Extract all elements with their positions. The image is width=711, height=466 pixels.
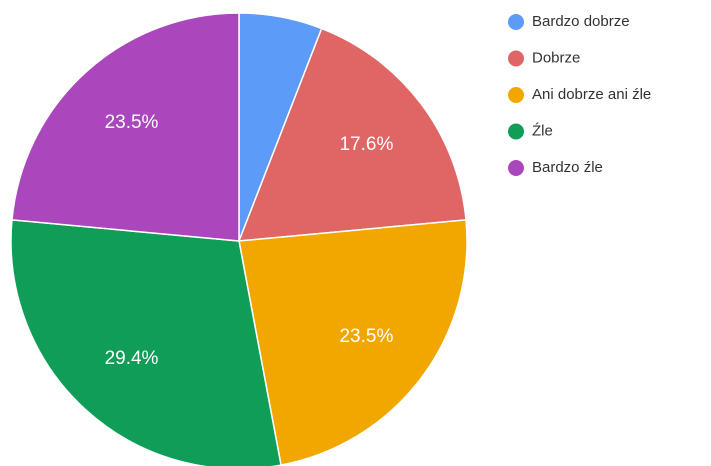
legend-swatch [508, 87, 524, 103]
legend-swatch [508, 50, 524, 67]
legend-swatch [508, 160, 524, 176]
pie-slice [11, 12, 240, 242]
legend-label: Bardzo dobrze [532, 13, 630, 30]
legend-label: Źle [532, 122, 553, 139]
legend-label: Ani dobrze ani źle [532, 86, 651, 103]
legend-swatch [508, 14, 524, 30]
pie-slice [10, 219, 282, 466]
pie-slice [238, 219, 468, 466]
data-label: 29.4% [105, 348, 159, 369]
data-label: 23.5% [105, 112, 159, 133]
data-label: 17.6% [339, 134, 393, 155]
legend-label: Bardzo źle [532, 159, 603, 176]
data-label: 23.5% [339, 326, 393, 347]
pie-slice [237, 27, 467, 242]
legend-swatch [508, 123, 524, 140]
legend-label: Dobrze [532, 49, 580, 66]
